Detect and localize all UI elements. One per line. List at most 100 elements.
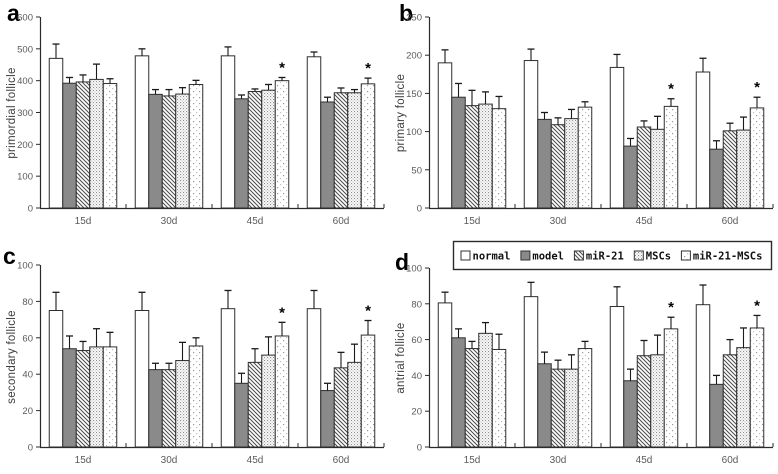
significance-star: * [279, 304, 285, 321]
legend-box [452, 240, 773, 271]
bar-miR-21-30d [161, 95, 177, 209]
bar-MSCs-60d [736, 129, 751, 209]
y-tick-label: 100 [17, 261, 33, 272]
bar-normal-30d [134, 55, 150, 209]
bar-model-30d [148, 369, 163, 448]
x-category-label: 60d [333, 216, 350, 227]
x-category-label: 30d [550, 216, 567, 227]
bar-miR-21-45d [636, 126, 652, 209]
y-tick-label: 600 [17, 13, 33, 24]
legend-swatch-miR-21-MSCs [680, 250, 691, 261]
legend-label-miR-21: miR-21 [586, 251, 624, 263]
y-tick-label: 80 [411, 299, 422, 310]
panel-letter-a: a [7, 0, 20, 26]
y-tick-label: 100 [406, 127, 422, 138]
legend-swatch-normal [460, 250, 471, 261]
x-category-label: 30d [161, 455, 178, 466]
significance-star: * [668, 299, 674, 316]
bar-normal-60d [306, 56, 322, 209]
y-tick-label: 100 [17, 172, 33, 183]
y-tick-label: 0 [28, 443, 33, 454]
x-category-label: 30d [161, 216, 178, 227]
bar-miR-21-60d [333, 367, 349, 448]
bar-miR-21-MSCs-45d [663, 105, 679, 209]
bar-miR-21-60d [722, 130, 738, 209]
y-tick-label: 20 [411, 407, 422, 418]
bar-normal-60d [306, 308, 322, 448]
bar-MSCs-30d [175, 360, 190, 448]
bar-miR-21-15d [464, 105, 480, 209]
bar-MSCs-15d [89, 78, 104, 209]
y-tick-label: 250 [406, 13, 422, 24]
plot-antrial-follicle: 0 20 40 60 80 100 15d 30d 45d 60d * * normal model miR… [406, 240, 774, 466]
bar-miR-21-30d [550, 124, 566, 209]
bar-MSCs-45d [650, 354, 665, 448]
bar-miR-21-MSCs-30d [188, 345, 204, 448]
bar-miR-21-MSCs-30d [577, 348, 593, 448]
bar-miR-21-MSCs-45d [274, 80, 290, 209]
y-tick-label: 300 [17, 108, 33, 119]
bar-miR-21-MSCs-60d [749, 327, 765, 448]
bar-MSCs-30d [564, 118, 579, 209]
bar-miR-21-45d [636, 355, 652, 448]
y-tick-label: 0 [417, 204, 422, 215]
panel-letter-c: c [3, 243, 16, 269]
legend-label-MSCs: MSCs [646, 251, 671, 263]
x-category-label: 45d [636, 216, 653, 227]
x-category-label: 45d [636, 455, 653, 466]
bar-miR-21-45d [247, 90, 263, 209]
bar-miR-21-MSCs-30d [188, 83, 204, 209]
x-category-label: 15d [75, 216, 92, 227]
x-category-label: 15d [464, 216, 481, 227]
bar-model-15d [451, 96, 466, 209]
bar-model-45d [623, 380, 638, 448]
bar-normal-45d [609, 66, 625, 209]
bar-miR-21-MSCs-30d [577, 106, 593, 209]
panel-letter-b: b [399, 0, 414, 26]
legend-swatch-MSCs [633, 250, 644, 261]
bar-normal-15d [437, 302, 453, 448]
significance-star: * [754, 297, 760, 314]
bar-miR-21-MSCs-60d [360, 334, 376, 448]
significance-star: * [279, 59, 285, 76]
bar-model-45d [234, 382, 249, 448]
bar-MSCs-15d [89, 346, 104, 448]
bar-normal-45d [220, 55, 236, 209]
bar-normal-45d [220, 308, 236, 448]
bar-model-30d [537, 363, 552, 448]
legend: normal model miR-21 MSCs miR-21-MSCs [452, 240, 773, 271]
significance-star: * [668, 81, 674, 98]
bar-model-30d [537, 118, 552, 209]
bar-MSCs-60d [736, 347, 751, 448]
bar-model-15d [62, 348, 77, 448]
y-tick-label: 60 [22, 333, 33, 344]
y-tick-label: 20 [22, 406, 33, 417]
y-tick-label: 80 [22, 297, 33, 308]
y-tick-label: 40 [22, 370, 33, 381]
y-tick-label: 150 [406, 89, 422, 100]
y-tick-label: 50 [411, 165, 422, 176]
bar-miR-21-30d [550, 368, 566, 448]
legend-label-miR-21-MSCs: miR-21-MSCs [693, 251, 763, 263]
legend-label-normal: normal [473, 251, 511, 263]
bar-miR-21-15d [464, 348, 480, 448]
panel-c: c secondary follicle 0 20 40 60 80 100 15d 30d 4… [0, 237, 389, 474]
bar-normal-60d [695, 71, 711, 209]
bar-miR-21-MSCs-45d [663, 328, 679, 448]
bar-model-60d [709, 148, 724, 209]
bar-miR-21-MSCs-15d [102, 83, 118, 209]
y-tick-label: 200 [17, 140, 33, 151]
legend-swatch-miR-21 [573, 250, 584, 261]
bar-MSCs-45d [650, 128, 665, 209]
bar-normal-30d [134, 310, 150, 448]
bar-MSCs-60d [347, 92, 362, 209]
x-category-label: 30d [550, 455, 567, 466]
x-category-label: 45d [247, 455, 264, 466]
bar-MSCs-15d [478, 103, 493, 209]
bar-miR-21-MSCs-15d [491, 108, 507, 209]
y-tick-label: 200 [406, 51, 422, 62]
bar-MSCs-60d [347, 361, 362, 448]
bar-miR-21-MSCs-60d [749, 107, 765, 209]
legend-swatch-model [520, 250, 531, 261]
y-tick-label: 400 [17, 76, 33, 87]
